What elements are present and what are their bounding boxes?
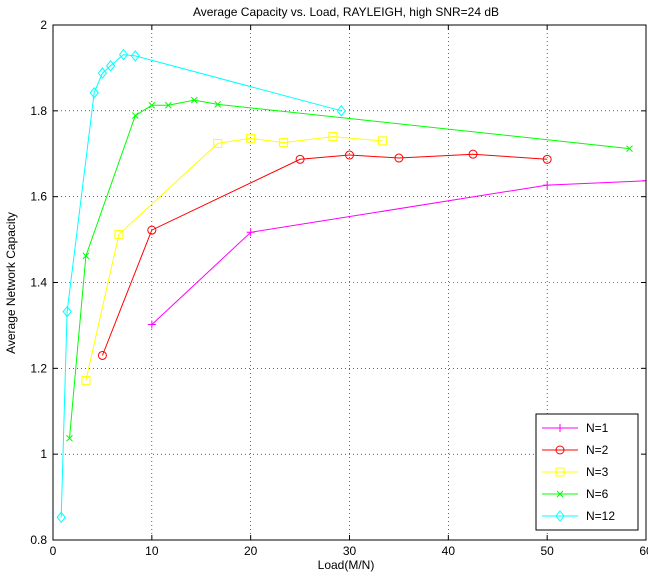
data-point (295, 154, 305, 164)
data-point (118, 48, 129, 61)
data-point (394, 153, 404, 163)
series-line (85, 136, 383, 381)
data-point (164, 101, 172, 109)
data-point (81, 375, 91, 385)
x-tick-label: 60 (639, 544, 648, 558)
legend-item: N=1 (542, 421, 609, 435)
x-tick-label: 50 (540, 544, 554, 558)
data-point (82, 252, 90, 260)
series-layer (56, 48, 646, 524)
legend-label: N=6 (586, 487, 609, 501)
x-tick-label: 10 (145, 544, 159, 558)
data-point (377, 136, 387, 146)
data-point (130, 50, 140, 62)
data-point (89, 87, 99, 99)
data-point (66, 434, 73, 442)
data-point (147, 320, 156, 329)
legend-item: N=6 (542, 487, 609, 501)
x-tick-label: 20 (244, 544, 258, 558)
data-point (279, 138, 289, 148)
data-point (213, 138, 223, 148)
y-axis-label: Average Network Capacity (4, 212, 18, 354)
data-point (131, 112, 139, 119)
data-point (114, 229, 124, 239)
y-tick-label: 2 (40, 18, 47, 32)
legend-marker (555, 445, 565, 455)
y-tick-label: 1.8 (30, 104, 47, 118)
legend: N=1 N=2 N=3 N=6 N=12 (535, 413, 639, 531)
tick-labels: 0 10 20 30 40 50 60 0.8 1 1.2 1.4 1.6 1.8 2 (30, 18, 648, 558)
data-point (97, 350, 107, 360)
data-point (246, 228, 255, 237)
x-axis-label: Load(M/N) (318, 558, 375, 572)
legend-label: N=3 (586, 465, 609, 479)
data-point (148, 101, 156, 109)
x-tick-label: 40 (442, 544, 456, 558)
series-line (69, 99, 630, 439)
series-line (60, 54, 342, 518)
series-line (151, 180, 646, 325)
legend-label: N=12 (586, 509, 615, 523)
legend-label: N=1 (586, 421, 609, 435)
series-n1 (147, 176, 646, 329)
y-tick-label: 1.6 (30, 190, 47, 204)
series-n3 (81, 132, 387, 385)
data-point (246, 133, 256, 143)
series-n2 (97, 149, 552, 360)
legend-item: N=3 (542, 465, 609, 479)
data-point (542, 154, 552, 164)
x-tick-label: 0 (50, 544, 57, 558)
y-tick-label: 0.8 (30, 533, 47, 547)
data-point (642, 176, 646, 185)
y-tick-label: 1.2 (30, 361, 47, 375)
legend-marker (556, 424, 564, 432)
data-point (328, 132, 338, 142)
series-line (101, 153, 548, 356)
y-tick-label: 1 (40, 447, 47, 461)
data-point (214, 101, 222, 108)
grid-lines (53, 25, 646, 540)
data-point (62, 305, 72, 318)
data-point (336, 105, 346, 117)
series-n6 (66, 96, 633, 442)
data-point (190, 96, 198, 104)
series-n12 (56, 48, 346, 524)
data-point (56, 511, 66, 524)
data-point (147, 225, 157, 235)
data-point (543, 181, 552, 190)
x-tick-label: 30 (343, 544, 357, 558)
legend-marker (556, 490, 564, 498)
legend-marker (555, 510, 565, 522)
y-tick-label: 1.4 (30, 276, 47, 290)
legend-item: N=2 (542, 443, 609, 457)
data-point (345, 150, 354, 160)
legend-item: N=12 (542, 509, 615, 523)
chart-title: Average Capacity vs. Load, RAYLEIGH, hig… (193, 5, 499, 19)
legend-label: N=2 (586, 443, 609, 457)
data-point (468, 149, 478, 159)
data-point (105, 59, 116, 72)
data-point (97, 67, 108, 79)
data-point (626, 145, 633, 152)
axis-ticks (52, 24, 647, 541)
legend-marker (555, 467, 565, 477)
